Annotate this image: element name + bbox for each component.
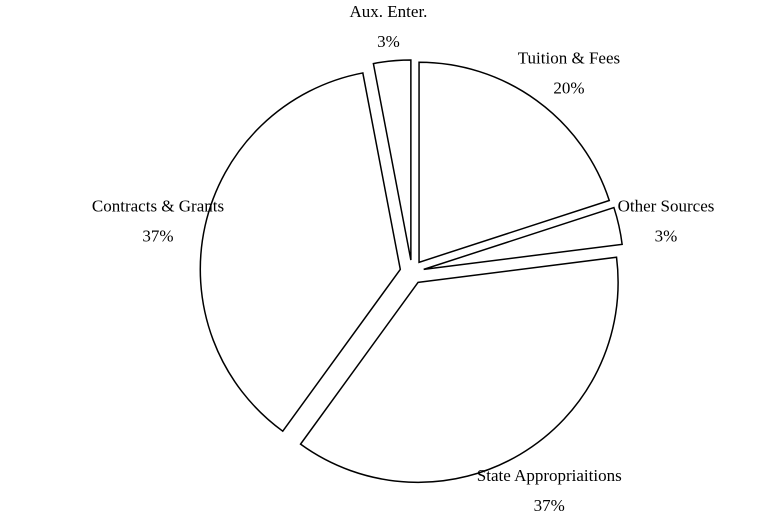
slice-value-label: 37%: [534, 496, 565, 515]
slice-value-label: 3%: [655, 226, 678, 245]
pie-slice: [199, 72, 402, 433]
slice-label: State Appropriaitions: [477, 466, 622, 485]
slice-value-label: 3%: [377, 32, 400, 51]
slice-label: Aux. Enter.: [350, 2, 428, 21]
slice-label: Other Sources: [618, 196, 715, 215]
pie-slice: [372, 59, 412, 261]
pie-slice: [418, 61, 611, 264]
slice-value-label: 20%: [553, 79, 584, 98]
slice-value-label: 37%: [142, 226, 173, 245]
pie-slice: [299, 256, 619, 484]
pie-slice: [423, 206, 623, 271]
slice-label: Tuition & Fees: [518, 49, 620, 68]
slice-label: Contracts & Grants: [92, 196, 224, 215]
